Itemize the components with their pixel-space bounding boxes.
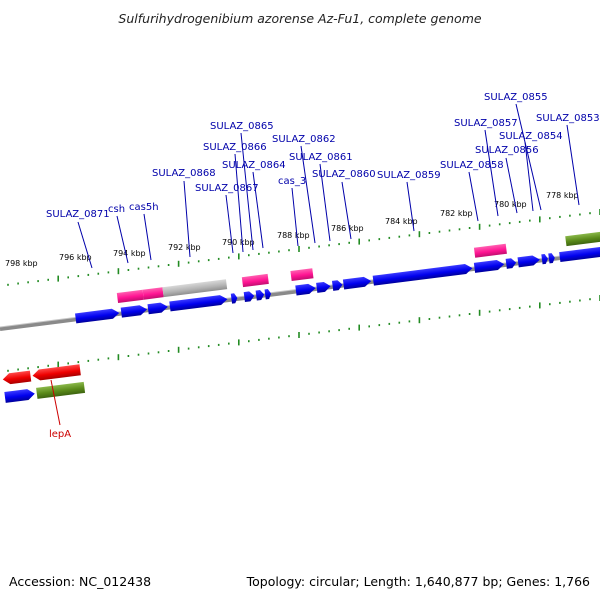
scale-labels: 798 kbp 796 kbp 794 kbp 792 kbp 790 kbp … — [5, 191, 579, 268]
gene-label-lepa[interactable]: lepA — [49, 429, 71, 440]
gene-label-sulaz-0853[interactable]: SULAZ_0853 — [536, 113, 600, 124]
gene-label-sulaz-0854[interactable]: SULAZ_0854 — [499, 131, 563, 142]
cds-feature[interactable] — [264, 289, 272, 300]
rna-feature[interactable] — [241, 273, 269, 288]
gene-label-sulaz-0871[interactable]: SULAZ_0871 — [46, 209, 110, 220]
cds-feature[interactable] — [541, 253, 548, 265]
gene-label-sulaz-0864[interactable]: SULAZ_0864 — [222, 160, 286, 171]
gene-label-csh[interactable]: csh — [108, 204, 125, 215]
gene-label-sulaz-0857[interactable]: SULAZ_0857 — [454, 118, 518, 129]
gene-label-sulaz-0858[interactable]: SULAZ_0858 — [440, 160, 504, 171]
cds-feature[interactable] — [559, 246, 600, 263]
accession-text: Accession: NC_012438 — [9, 574, 151, 589]
olive-feature[interactable] — [36, 381, 86, 399]
feature-track — [2, 230, 600, 403]
scale-label-778: 778 kbp — [546, 191, 579, 200]
rna-feature[interactable] — [142, 287, 164, 300]
cds-feature[interactable] — [243, 291, 255, 303]
scale-label-780: 780 kbp — [494, 200, 527, 209]
cds-feature[interactable] — [342, 276, 372, 290]
scale-ticks-bottom — [7, 295, 600, 372]
lepA-callout — [50, 379, 61, 426]
cds-feature[interactable] — [505, 258, 517, 269]
pseudo-feature[interactable] — [162, 279, 228, 298]
scale-label-792: 792 kbp — [168, 243, 201, 252]
scale-label-786: 786 kbp — [331, 224, 364, 233]
gene-label-sulaz-0855[interactable]: SULAZ_0855 — [484, 92, 548, 103]
rna-feature[interactable] — [290, 268, 314, 281]
scale-label-794: 794 kbp — [113, 249, 146, 258]
label-callouts — [77, 103, 580, 269]
gene-label-sulaz-0859[interactable]: SULAZ_0859 — [377, 170, 441, 181]
gene-label-sulaz-0856[interactable]: SULAZ_0856 — [475, 145, 539, 156]
cds-feature[interactable] — [473, 259, 505, 273]
gene-label-sulaz-0866[interactable]: SULAZ_0866 — [203, 142, 267, 153]
gene-label-sulaz-0867[interactable]: SULAZ_0867 — [195, 183, 259, 194]
gene-label-cas-3[interactable]: cas_3 — [278, 176, 306, 187]
scale-ticks-top — [7, 209, 600, 286]
map-title: Sulfurihydrogenibium azorense Az-Fu1, co… — [118, 11, 481, 26]
cds-feature[interactable] — [169, 294, 228, 312]
cds-feature[interactable] — [295, 283, 316, 296]
cds-feature[interactable] — [517, 255, 541, 268]
scale-label-782: 782 kbp — [440, 209, 473, 218]
gene-label-sulaz-0861[interactable]: SULAZ_0861 — [289, 152, 353, 163]
cds-feature[interactable] — [120, 304, 148, 318]
scale-label-796: 796 kbp — [59, 253, 92, 262]
scale-label-788: 788 kbp — [277, 231, 310, 240]
gene-label-sulaz-0860[interactable]: SULAZ_0860 — [312, 169, 376, 180]
cds-feature[interactable] — [75, 308, 120, 324]
cds-feature[interactable] — [331, 280, 343, 291]
olive-feature[interactable] — [565, 230, 600, 247]
rna-feature[interactable] — [116, 289, 144, 303]
scale-label-790: 790 kbp — [222, 238, 255, 247]
cds-feature[interactable] — [372, 263, 473, 286]
gene-labels: SULAZ_0871 csh cas5h SULAZ_0868 SULAZ_08… — [46, 92, 600, 440]
cds-feature[interactable] — [255, 290, 265, 301]
cds-feature[interactable] — [316, 281, 331, 293]
scale-label-798: 798 kbp — [5, 259, 38, 268]
cds-feature[interactable] — [4, 388, 35, 403]
cds-feature[interactable] — [147, 302, 168, 315]
red-feature[interactable] — [32, 364, 81, 381]
gene-label-sulaz-0865[interactable]: SULAZ_0865 — [210, 121, 274, 132]
cds-feature[interactable] — [230, 293, 238, 304]
red-feature[interactable] — [2, 370, 32, 385]
gene-label-sulaz-0868[interactable]: SULAZ_0868 — [152, 168, 216, 179]
genome-stats-text: Topology: circular; Length: 1,640,877 bp… — [246, 574, 590, 589]
scale-label-784: 784 kbp — [385, 217, 418, 226]
gene-label-cas5h[interactable]: cas5h — [129, 202, 159, 213]
rna-feature[interactable] — [473, 243, 507, 258]
gene-label-sulaz-0862[interactable]: SULAZ_0862 — [272, 134, 336, 145]
cds-feature[interactable] — [548, 253, 555, 264]
